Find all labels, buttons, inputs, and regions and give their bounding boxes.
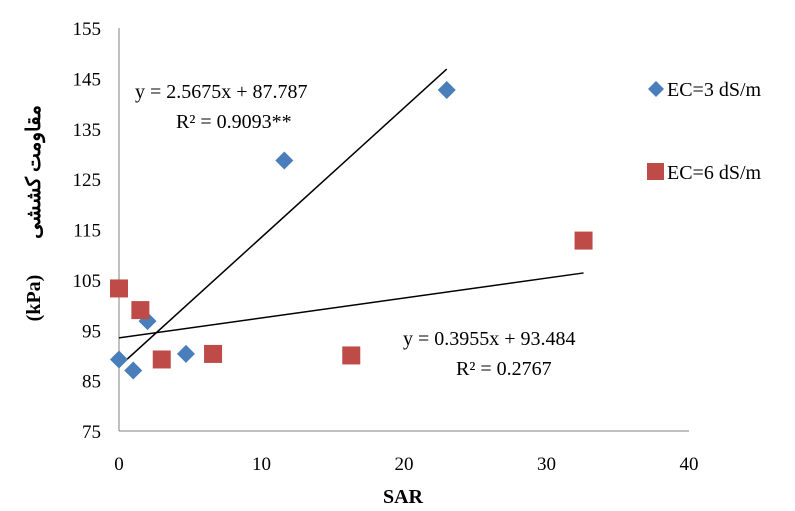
point-ec6: [153, 350, 171, 368]
point-ec3: [177, 345, 195, 363]
x-axis-title: SAR: [383, 486, 424, 508]
y-axis-title: (kPa) مقاومت کششی: [23, 105, 46, 321]
x-tick-label: 40: [680, 454, 699, 475]
r2-label-ec3: R² = 0.9093**: [176, 111, 292, 133]
point-ec3: [124, 362, 142, 380]
x-tick-labels: 0 10 20 30 40: [114, 454, 698, 475]
y-tick-label: 155: [73, 19, 102, 40]
point-ec6: [131, 301, 149, 319]
y-tick-label: 115: [73, 221, 101, 242]
point-ec6: [110, 279, 128, 297]
y-tick-labels: 75 85 95 105 115 125 135 145 155: [73, 19, 102, 443]
legend-marker-ec6: [647, 163, 664, 180]
eq-label-ec6: y = 0.3955x + 93.484: [403, 328, 576, 350]
y-tick-label: 85: [82, 372, 101, 393]
point-ec3: [110, 350, 128, 368]
y-axis-title-text: مقاومت کششی: [23, 105, 46, 239]
legend-label-ec6: EC=6 dS/m: [667, 162, 762, 184]
point-ec6: [204, 345, 222, 363]
legend-marker-ec3: [648, 81, 664, 97]
x-tick-label: 10: [252, 454, 271, 475]
legend: EC=3 dS/m EC=6 dS/m: [647, 79, 762, 184]
y-tick-label: 125: [73, 170, 102, 191]
r2-label-ec6: R² = 0.2767: [456, 358, 552, 380]
point-ec6: [575, 232, 593, 250]
point-ec3: [438, 81, 456, 99]
point-ec3: [275, 151, 293, 169]
y-tick-label: 105: [73, 271, 102, 292]
x-tick-label: 0: [114, 454, 124, 475]
x-tick-label: 20: [395, 454, 414, 475]
x-tick-label: 30: [537, 454, 556, 475]
y-tick-label: 135: [73, 120, 102, 141]
point-ec6: [342, 346, 360, 364]
y-tick-label: 145: [73, 69, 102, 90]
y-tick-label: 95: [82, 321, 101, 342]
eq-label-ec3: y = 2.5675x + 87.787: [135, 81, 308, 103]
y-tick-label: 75: [82, 422, 101, 443]
y-axis-title-unit: (kPa): [23, 275, 45, 322]
legend-label-ec3: EC=3 dS/m: [667, 79, 762, 101]
